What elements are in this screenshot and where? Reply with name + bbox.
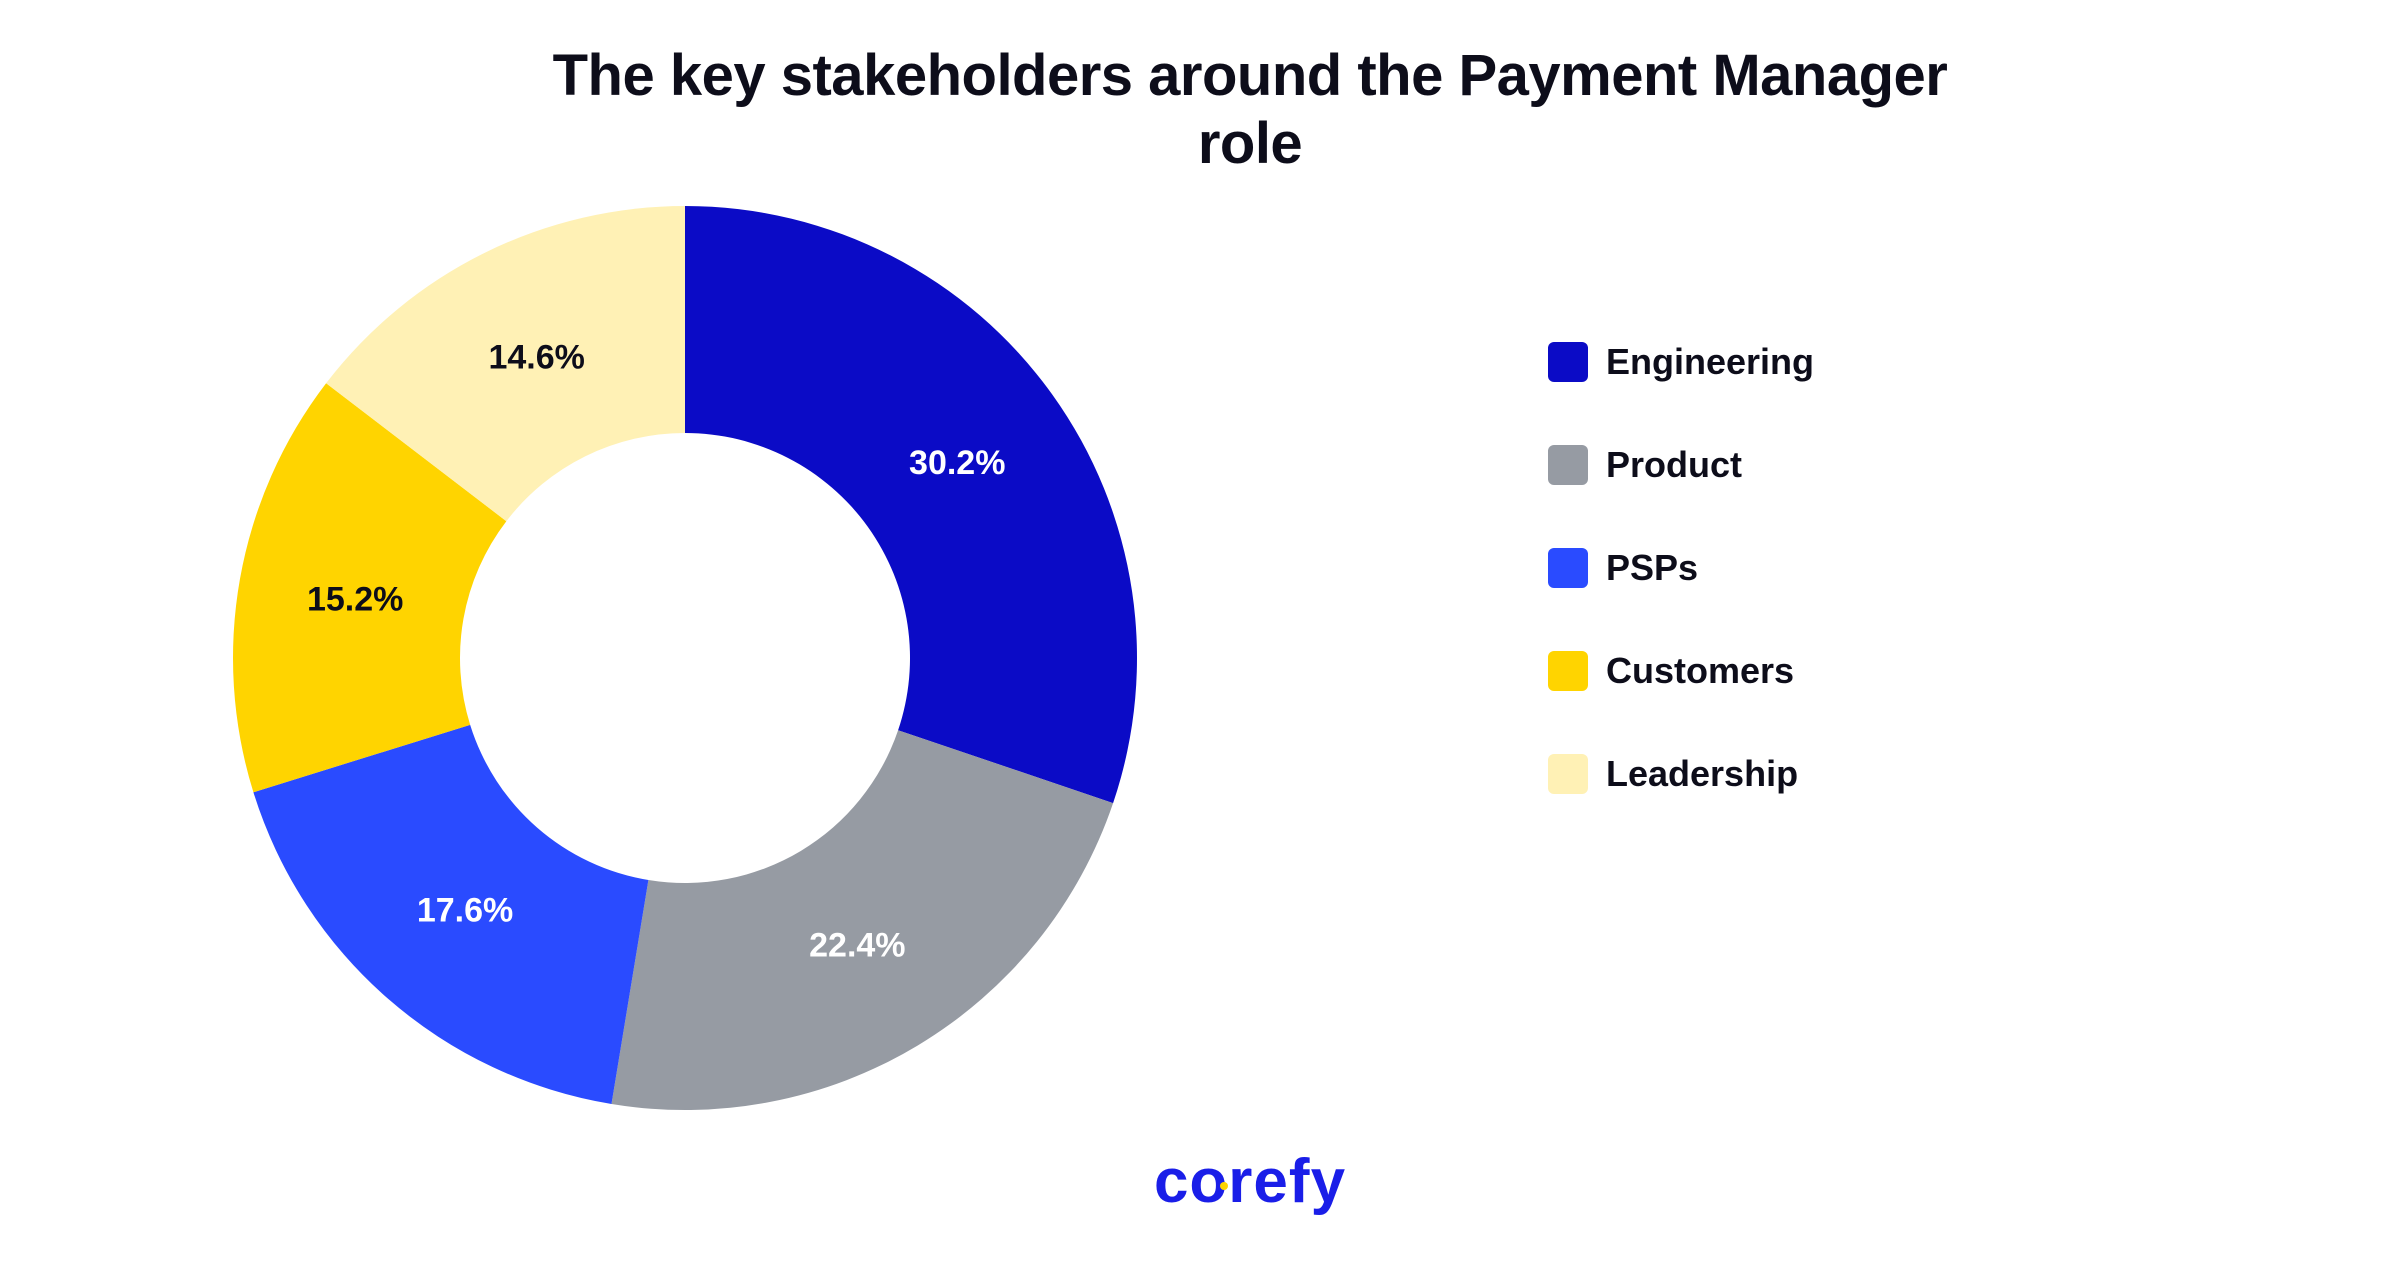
legend-label: PSPs <box>1606 547 1699 588</box>
logo-accent-dot <box>1220 1182 1228 1190</box>
corefy-logo-mark: corefy <box>1154 1147 1346 1216</box>
legend-item-product: Product <box>1548 443 1742 487</box>
legend-item-customers: Customers <box>1548 649 1794 693</box>
slice-customers <box>233 383 507 793</box>
legend-swatch <box>1548 651 1588 691</box>
legend-item-engineering: Engineering <box>1548 340 1814 384</box>
donut-slices <box>233 206 1137 1110</box>
slice-value-label-psps: 17.6% <box>417 892 513 930</box>
slice-value-label-customers: 15.2% <box>307 580 403 618</box>
slice-value-label-leadership: 14.6% <box>488 339 584 377</box>
slice-leadership <box>326 206 685 522</box>
legend-swatch <box>1548 342 1588 382</box>
slice-value-label-product: 22.4% <box>809 926 905 964</box>
legend-item-leadership: Leadership <box>1548 752 1798 796</box>
legend-swatch <box>1548 445 1588 485</box>
logo-wordmark: corefy <box>1154 1150 1346 1216</box>
slice-engineering <box>685 206 1137 804</box>
legend-label: Engineering <box>1606 341 1815 382</box>
legend-swatch <box>1548 754 1588 794</box>
slice-value-label-engineering: 30.2% <box>909 444 1005 482</box>
legend-label: Product <box>1606 444 1743 485</box>
corefy-logo: corefy <box>1000 1147 1500 1235</box>
donut-value-labels: 30.2% 22.4% 17.6% 15.2% 14.6% <box>307 339 1005 965</box>
legend-item-psps: PSPs <box>1548 546 1698 590</box>
slice-psps <box>253 724 649 1104</box>
legend-swatch <box>1548 548 1588 588</box>
chart-title: The key stakeholders around the Payment … <box>552 43 1948 176</box>
legend-label: Customers <box>1606 650 1795 691</box>
slice-product <box>611 730 1114 1110</box>
legend-label: Leadership <box>1606 753 1799 794</box>
